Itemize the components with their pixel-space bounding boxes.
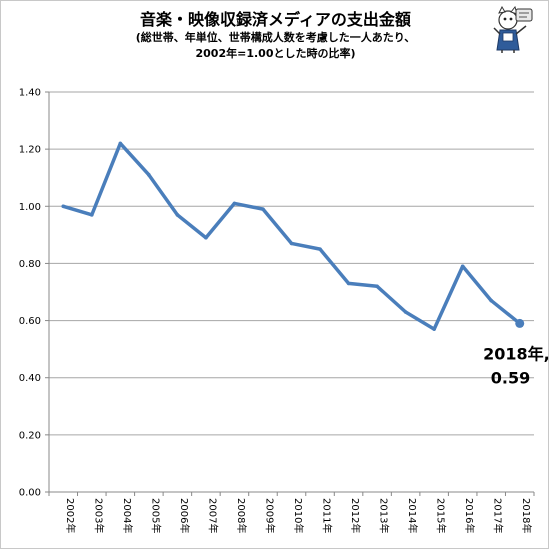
chart-title: 音楽・映像収録済メディアの支出金額 <box>140 10 411 29</box>
highlight-point <box>515 318 525 328</box>
annotation: 2018年, 0.59 <box>483 318 550 387</box>
data-point <box>460 264 465 269</box>
data-point <box>118 141 123 146</box>
x-tick-labels: 2002年 2003年 2004年 2005年 2006年 2007年 2008年 2009年… <box>64 498 533 533</box>
data-point <box>375 284 379 289</box>
data-point <box>175 213 180 217</box>
x-tick-label: 2008年 <box>235 498 248 533</box>
x-tick-label: 2015年 <box>435 498 448 533</box>
x-tick-label: 2002年 <box>64 498 77 533</box>
annotation-label-line-1: 2018年, <box>483 344 550 363</box>
axes <box>45 91 535 496</box>
y-tick-label: 0.00 <box>19 488 41 499</box>
x-tick-label: 2004年 <box>121 498 134 533</box>
data-point <box>261 207 265 211</box>
x-tick-label: 2017年 <box>492 498 505 533</box>
series-line <box>61 141 522 331</box>
y-tick-label: 0.60 <box>19 316 41 327</box>
y-tick-label: 0.20 <box>19 430 41 441</box>
data-point <box>346 281 351 286</box>
y-tick-label: 1.00 <box>19 202 41 213</box>
x-tick-label: 2013年 <box>378 498 391 533</box>
data-point <box>232 201 237 206</box>
x-tick-label: 2006年 <box>178 498 191 533</box>
data-point <box>432 327 436 331</box>
series-layer <box>61 141 522 331</box>
x-tick-label: 2011年 <box>321 498 334 533</box>
data-point <box>489 298 494 303</box>
y-tick-label: 1.40 <box>19 88 41 99</box>
title-block: 音楽・映像収録済メディアの支出金額 (総世帯、年単位、世帯構成人数を考慮した一人… <box>0 10 551 62</box>
x-tick-label: 2009年 <box>263 498 276 533</box>
x-tick-label: 2007年 <box>206 498 219 533</box>
y-tick-labels: 0.00 0.20 0.40 0.60 0.80 1.00 1.20 1.40 <box>19 88 41 499</box>
x-tick-label: 2014年 <box>406 498 419 533</box>
annotation-label-line-2: 0.59 <box>491 368 530 387</box>
data-point <box>89 213 94 217</box>
x-tick-label: 2018年 <box>520 498 533 533</box>
chart-subtitle: (総世帯、年単位、世帯構成人数を考慮した一人あたり、 2002年=1.00とした… <box>0 30 551 62</box>
mascot-logo-icon <box>493 6 533 53</box>
data-point <box>318 247 322 251</box>
data-point <box>61 204 66 209</box>
y-tick-label: 0.40 <box>19 373 41 384</box>
x-tick-label: 2005年 <box>149 498 162 533</box>
data-point <box>403 310 408 314</box>
y-tick-label: 1.20 <box>19 145 41 156</box>
gridlines <box>49 91 534 493</box>
x-tick-label: 2016年 <box>463 498 476 533</box>
x-tick-label: 2012年 <box>349 498 362 533</box>
x-tick-label: 2003年 <box>92 498 105 533</box>
data-point <box>289 241 294 246</box>
x-tick-label: 2010年 <box>292 498 305 533</box>
data-point <box>204 235 208 240</box>
subtitle-line-2: 2002年=1.00とした時の比率) <box>195 47 356 60</box>
y-tick-label: 0.80 <box>19 259 41 270</box>
data-point <box>147 173 151 177</box>
subtitle-line-1: (総世帯、年単位、世帯構成人数を考慮した一人あたり、 <box>135 31 416 44</box>
